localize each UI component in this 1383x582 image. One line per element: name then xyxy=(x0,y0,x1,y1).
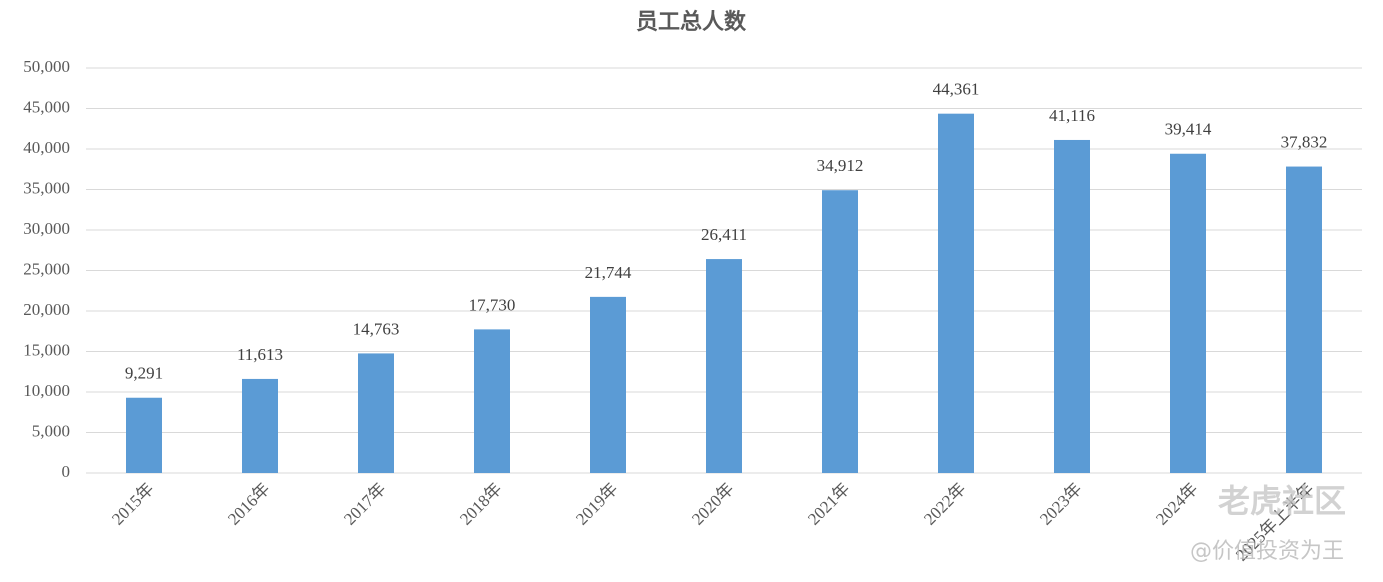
value-label: 14,763 xyxy=(353,319,400,338)
value-label: 39,414 xyxy=(1165,120,1212,139)
x-tick-label: 2019年 xyxy=(572,479,621,528)
value-label: 9,291 xyxy=(125,364,163,383)
bar xyxy=(938,113,974,473)
y-tick-label: 35,000 xyxy=(23,178,70,197)
bar xyxy=(1286,166,1322,474)
y-tick-label: 45,000 xyxy=(23,97,70,116)
bar xyxy=(706,259,742,473)
value-label: 44,361 xyxy=(933,80,980,99)
bar xyxy=(590,296,626,473)
value-label: 11,613 xyxy=(237,345,283,364)
bar xyxy=(242,378,278,473)
value-label: 26,411 xyxy=(701,225,747,244)
value-label: 21,744 xyxy=(585,263,632,282)
bar xyxy=(1170,153,1206,474)
bar xyxy=(474,329,510,473)
y-tick-label: 40,000 xyxy=(23,138,70,157)
bar xyxy=(358,353,394,473)
y-tick-label: 15,000 xyxy=(23,340,70,359)
value-label: 34,912 xyxy=(817,156,864,175)
bar xyxy=(1054,139,1090,474)
watermark: 老虎社区 xyxy=(1218,482,1346,520)
chart-title: 员工总人数 xyxy=(636,9,747,34)
y-tick-label: 25,000 xyxy=(23,259,70,278)
x-tick-label: 2021年 xyxy=(804,479,853,528)
value-label: 41,116 xyxy=(1049,106,1095,125)
watermark: @价值投资为王 xyxy=(1190,539,1344,564)
x-tick-label: 2016年 xyxy=(224,479,273,528)
value-label: 37,832 xyxy=(1281,132,1328,151)
y-tick-label: 0 xyxy=(62,462,71,481)
x-tick-label: 2023年 xyxy=(1036,479,1085,528)
bar xyxy=(822,190,858,473)
x-tick-label: 2022年 xyxy=(920,479,969,528)
x-tick-label: 2017年 xyxy=(340,479,389,528)
y-tick-label: 10,000 xyxy=(23,381,70,400)
x-tick-label: 2024年 xyxy=(1152,479,1201,528)
value-label: 17,730 xyxy=(469,295,516,314)
x-tick-label: 2015年 xyxy=(108,479,157,528)
x-tick-label: 2018年 xyxy=(456,479,505,528)
y-tick-label: 20,000 xyxy=(23,300,70,319)
y-tick-label: 5,000 xyxy=(32,421,70,440)
x-tick-label: 2020年 xyxy=(688,479,737,528)
y-tick-label: 30,000 xyxy=(23,219,70,238)
y-tick-label: 50,000 xyxy=(23,57,70,76)
bar xyxy=(126,397,162,473)
